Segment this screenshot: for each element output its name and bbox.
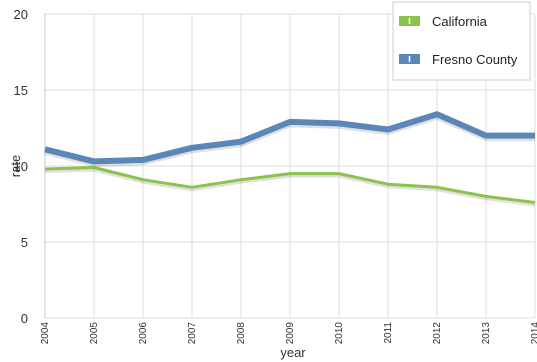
x-tick-label: 2010 [334, 322, 345, 345]
x-tick-label: 2013 [481, 322, 492, 345]
y-tick-label: 10 [14, 159, 28, 174]
series-line-fresno-county [44, 111, 535, 165]
y-tick-label: 0 [21, 311, 28, 326]
y-tick-label: 5 [21, 235, 28, 250]
series-shadow [44, 167, 536, 207]
x-tick-label: 2012 [432, 322, 443, 345]
x-axis-title: year [280, 345, 306, 360]
tick-labels: 0 5 10 15 20 2004 2005 2006 2007 2008 2009 2010 2011… [14, 7, 537, 344]
x-tick-label: 2008 [236, 322, 247, 345]
x-tick-label: 2007 [187, 322, 198, 345]
x-tick-label: 2011 [383, 322, 394, 344]
legend: California Fresno County [392, 1, 531, 81]
y-tick-label: 15 [14, 83, 28, 98]
legend-label: Fresno County [432, 52, 518, 67]
legend-label: California [432, 14, 488, 29]
legend-box [392, 1, 531, 81]
x-tick-label: 2014 [530, 322, 537, 345]
series-lines [44, 111, 536, 207]
y-tick-label: 20 [14, 7, 28, 22]
x-tick-label: 2004 [40, 322, 51, 345]
y-axis-title: rate [8, 155, 23, 177]
x-tick-label: 2006 [138, 322, 149, 345]
series-line-california [44, 166, 536, 204]
x-tick-label: 2005 [89, 322, 100, 345]
x-tick-label: 2009 [285, 322, 296, 345]
